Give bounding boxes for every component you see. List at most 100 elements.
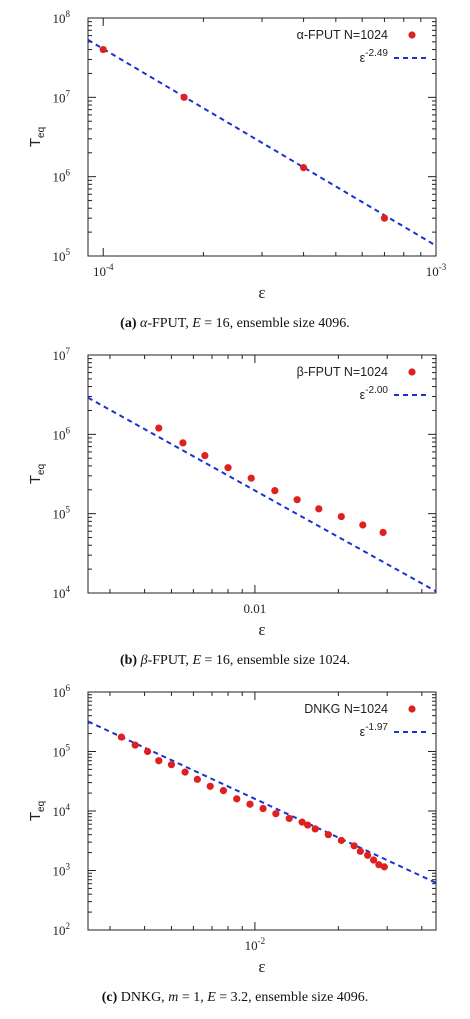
- y-minor-ticks-a: [88, 17, 436, 257]
- y-tick-label-a-3-exp: 8: [66, 9, 71, 19]
- caption-c-label: (c): [101, 990, 118, 1005]
- legend-fit-exp-b: -2.00: [365, 385, 388, 396]
- y-axis-label-c: Teq: [27, 801, 47, 821]
- x-tick-label-a-1-exp: -3: [439, 262, 447, 272]
- data-point: [272, 810, 280, 818]
- data-point: [247, 474, 255, 482]
- x-axis-label-b: ε: [258, 620, 265, 639]
- y-tick-label-a-2: 107: [53, 88, 71, 105]
- caption-b-text2: = 16, ensemble size 1024.: [201, 653, 351, 668]
- y-axis-label-sub-c: eq: [36, 801, 47, 812]
- data-point: [364, 851, 372, 859]
- fit-line-a: [88, 39, 436, 247]
- data-points-b: [155, 424, 387, 537]
- caption-c: (c) DNKG, m = 1, E = 3.2, ensemble size …: [0, 990, 470, 1006]
- y-axis-label-a: Teq: [27, 127, 47, 147]
- y-tick-label-b-0-exp: 4: [66, 584, 71, 594]
- x-tick-label-a-0-exp: -4: [106, 262, 114, 272]
- data-point: [246, 800, 254, 808]
- caption-c-var2: E: [207, 990, 216, 1005]
- data-point: [299, 164, 308, 172]
- caption-a: (a) α-FPUT, E = 16, ensemble size 4096.: [0, 316, 470, 332]
- caption-a-text1: -FPUT,: [147, 316, 193, 331]
- data-point: [167, 761, 176, 769]
- y-tick-label-a-3-base: 10: [53, 11, 66, 26]
- data-points-c: [117, 733, 388, 871]
- y-tick-label-c-4-base: 10: [53, 685, 66, 700]
- y-tick-label-b-1-exp: 5: [66, 505, 71, 515]
- y-tick-label-a-1-base: 10: [53, 170, 66, 185]
- legend-points-marker-c: [408, 705, 416, 713]
- legend-fit-label-b: ε-2.00: [360, 385, 389, 402]
- x-tick-label-a-1-base: 10: [426, 264, 439, 279]
- legend-c: DNKG N=1024 ε-1.97: [304, 702, 430, 739]
- y-tick-label-b-0: 104: [53, 584, 71, 601]
- data-point: [380, 214, 389, 222]
- x-tick-label-b-0: 0.01: [244, 601, 267, 616]
- y-tick-label-b-0-base: 10: [53, 586, 66, 601]
- data-point: [143, 747, 152, 756]
- plot-frame-b: [87, 354, 437, 594]
- legend-points-marker-a: [408, 31, 416, 39]
- data-point: [233, 795, 241, 803]
- caption-a-math: α: [140, 316, 148, 331]
- x-tick-label-a-0-base: 10: [93, 264, 106, 279]
- data-point: [201, 451, 209, 460]
- y-tick-label-c-4: 106: [53, 683, 71, 700]
- caption-b-var: E: [192, 653, 201, 668]
- caption-a-var: E: [192, 316, 201, 331]
- caption-b-math: β: [140, 653, 148, 668]
- y-tick-label-c-2: 104: [53, 802, 71, 819]
- y-tick-label-a-0-base: 10: [53, 249, 66, 264]
- y-tick-label-a-1: 106: [53, 168, 71, 185]
- y-minor-ticks-c: [88, 691, 436, 931]
- y-tick-label-c-2-base: 10: [53, 804, 66, 819]
- data-point: [356, 847, 364, 855]
- caption-c-text2: = 3.2, ensemble size 4096.: [215, 990, 369, 1005]
- legend-fit-base-b: ε: [360, 388, 366, 402]
- caption-b-text1: -FPUT,: [147, 653, 193, 668]
- y-tick-label-b-3-base: 10: [53, 348, 66, 363]
- y-tick-label-b-2-exp: 6: [66, 425, 71, 435]
- y-tick-label-b-2: 106: [53, 425, 71, 442]
- y-tick-label-c-1-exp: 3: [66, 862, 71, 872]
- legend-fit-label-a: ε-2.49: [360, 48, 389, 65]
- caption-a-text2: = 16, ensemble size 4096.: [200, 316, 350, 331]
- y-tick-label-c-3-exp: 5: [66, 743, 71, 753]
- legend-fit-base-c: ε: [360, 725, 366, 739]
- legend-fit-label-c: ε-1.97: [360, 722, 389, 739]
- x-tick-label-a-1: 10-3: [426, 262, 447, 279]
- legend-points-label-b: β-FPUT N=1024: [297, 365, 388, 379]
- y-tick-label-a-0-exp: 5: [66, 247, 71, 257]
- data-point: [311, 825, 319, 833]
- y-tick-label-c-2-exp: 4: [66, 802, 71, 812]
- data-point: [131, 741, 139, 749]
- y-axis-label-main-b: T: [27, 475, 44, 484]
- caption-a-label: (a): [120, 316, 137, 331]
- y-tick-label-a-2-base: 10: [53, 90, 66, 105]
- data-point: [293, 496, 301, 504]
- fit-line-b: [88, 396, 436, 593]
- y-tick-label-c-3: 105: [53, 743, 71, 760]
- data-point: [259, 804, 267, 813]
- data-point: [206, 782, 214, 790]
- data-point: [359, 521, 367, 529]
- data-point: [304, 821, 312, 829]
- data-point: [193, 775, 201, 783]
- legend-b: β-FPUT N=1024 ε-2.00: [297, 365, 430, 402]
- data-points-a: [99, 45, 389, 222]
- data-point: [224, 464, 232, 472]
- y-tick-label-c-4-exp: 6: [66, 683, 71, 693]
- data-point: [181, 768, 189, 776]
- data-point: [324, 831, 332, 839]
- x-axis-label-c: ε: [258, 957, 265, 976]
- y-tick-label-c-1-base: 10: [53, 864, 66, 879]
- x-tick-label-c-0-exp: -2: [258, 936, 266, 946]
- y-tick-label-a-0: 105: [53, 247, 71, 264]
- x-minor-ticks-c: [109, 692, 423, 930]
- data-point: [375, 861, 383, 869]
- y-axis-label-sub-a: eq: [36, 127, 47, 138]
